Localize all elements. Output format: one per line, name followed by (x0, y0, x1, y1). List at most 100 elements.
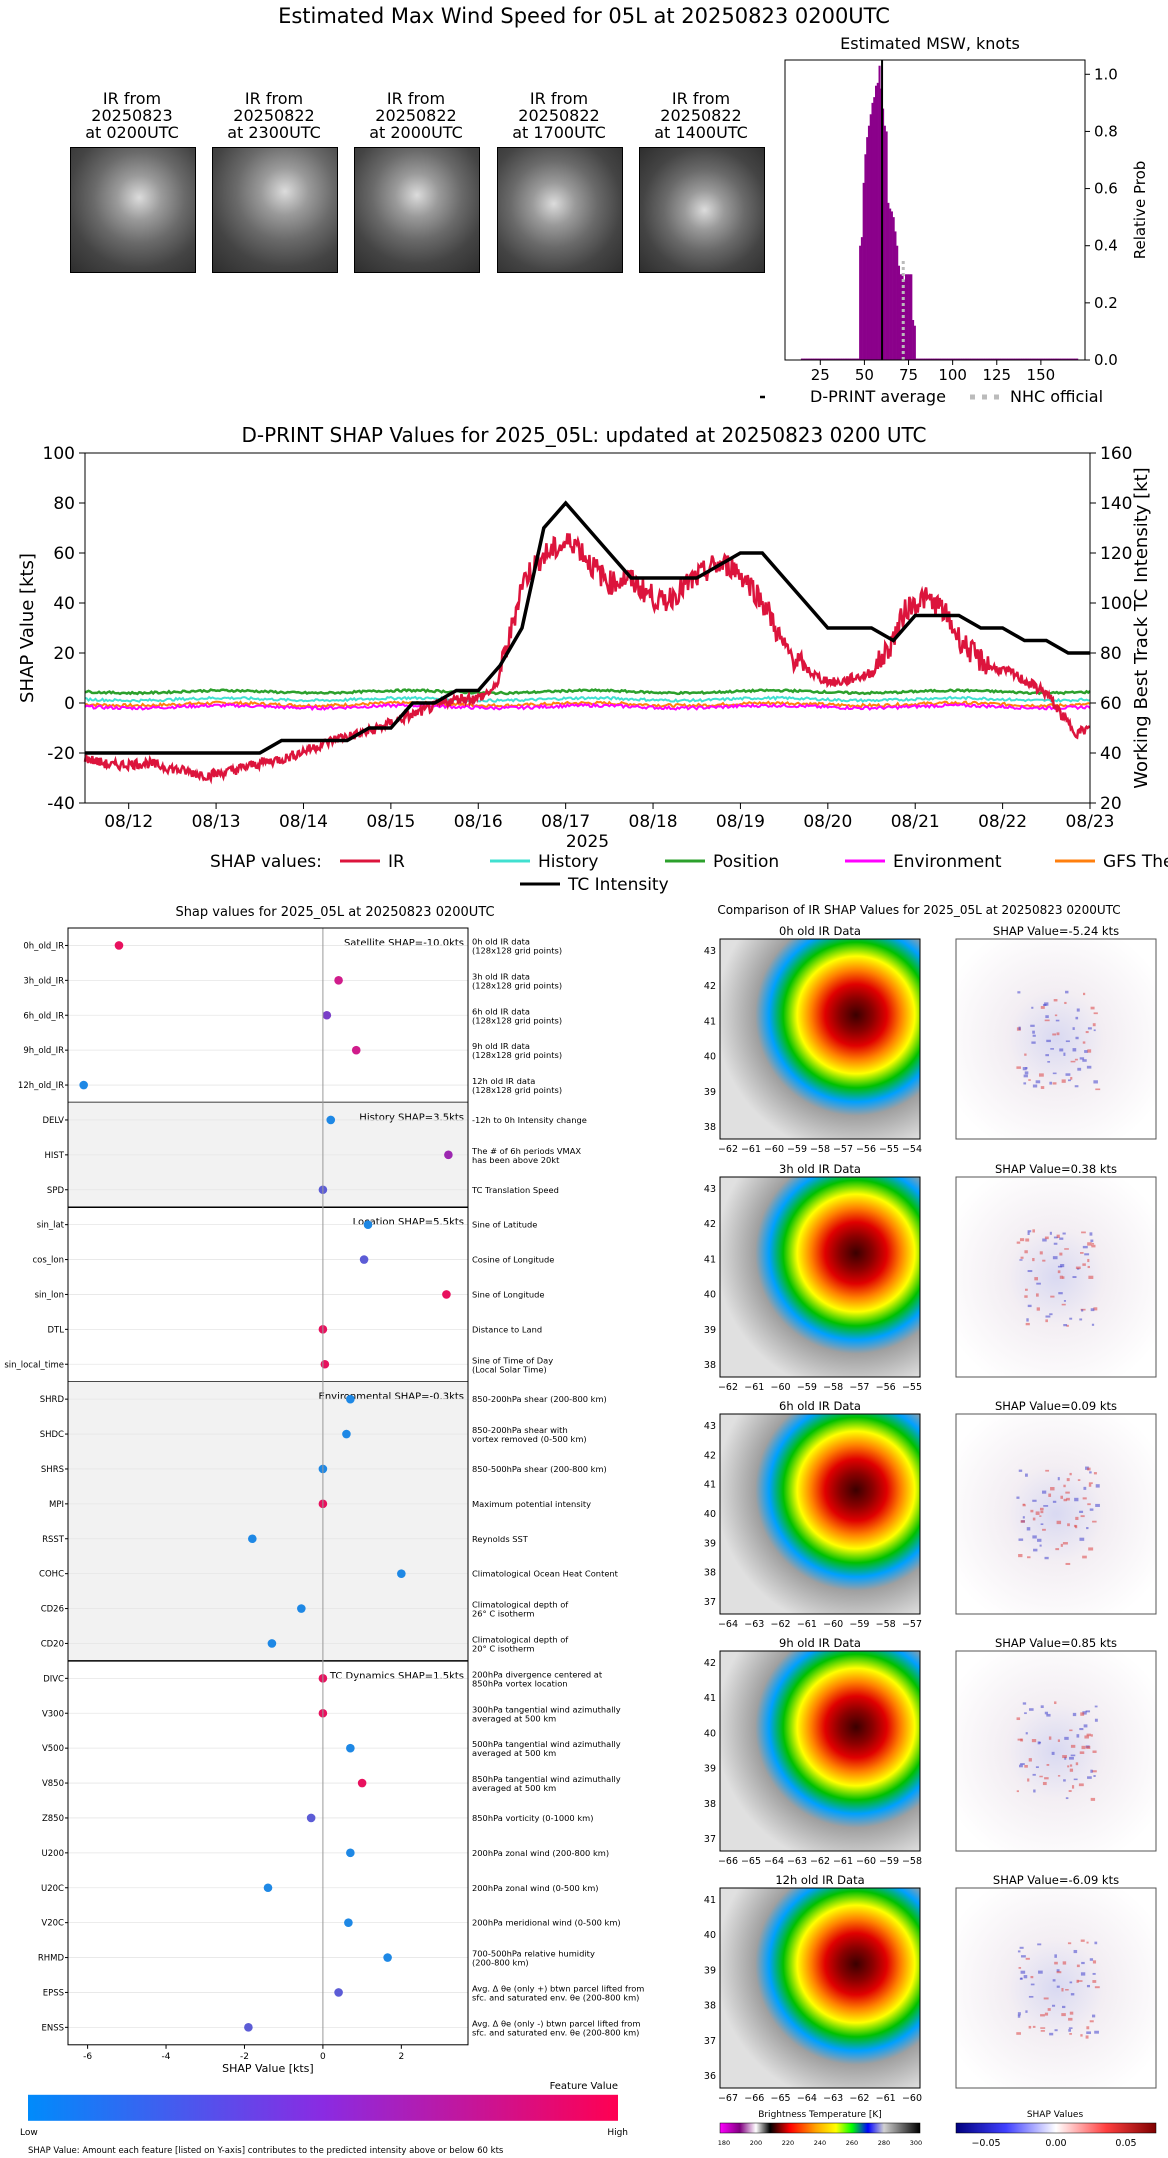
shap-speckle (1074, 1497, 1079, 1502)
feature-desc: 850hPa vorticity (0-1000 km) (472, 1813, 593, 1823)
feature-desc: 200hPa meridional wind (0-500 km) (472, 1918, 621, 1928)
x-axis-label: SHAP Value [kts] (222, 2062, 314, 2075)
shap-speckle (1060, 1543, 1063, 1547)
shap-speckle (1070, 1993, 1075, 1996)
shap-speckle (1081, 1745, 1086, 1750)
histogram-bar (1062, 358, 1065, 360)
shap-speckle (1090, 1308, 1095, 1312)
ir-y-tick-label: 37 (704, 1834, 716, 1845)
shap-speckle (1054, 2029, 1058, 2032)
shap-speckle (1024, 1295, 1028, 1298)
shap-speckle (1022, 1504, 1026, 1507)
shap-speckle (1044, 2012, 1049, 2016)
feature-desc: (128x128 grid points) (472, 1015, 562, 1025)
x-tick-label: 08/14 (279, 812, 328, 832)
ir-x-tick-label: −62 (718, 1382, 738, 1393)
shap-speckle (1017, 1950, 1021, 1953)
histogram-bar (1021, 358, 1024, 360)
shap-speckle (1056, 1234, 1060, 1238)
shap-speckle (1080, 2034, 1083, 2037)
shap-speckle (1018, 1026, 1021, 1031)
shap-speckle (1016, 1496, 1020, 1499)
ir-y-tick-label: 41 (704, 1693, 716, 1704)
histogram-bar (920, 358, 923, 360)
footnote: SHAP Value: Amount each feature [listed … (28, 2146, 504, 2155)
histogram-bar (1026, 358, 1029, 360)
histogram-bar (822, 358, 825, 360)
shap-speckle (1082, 1263, 1086, 1266)
shap-dot (114, 941, 124, 950)
feature-name: 9h_old_IR (23, 1046, 64, 1056)
shap-speckle (1095, 1503, 1100, 1507)
x-tick-label: 08/15 (366, 812, 415, 832)
shap-speckle (1085, 1031, 1089, 1034)
ir-thumbnail-image (212, 147, 338, 273)
ir-x-tick-label: −60 (856, 1856, 876, 1867)
shap-speckle (1082, 1041, 1086, 1044)
page-title: Estimated Max Wind Speed for 05L at 2025… (278, 4, 890, 28)
shap-speckle (1080, 1515, 1085, 1518)
ir-y-tick-label: 40 (704, 1930, 716, 1941)
ir-y-tick-label: 40 (704, 1052, 716, 1063)
feature-desc: 850hPa tangential wind azimuthally (472, 1774, 621, 1784)
ir-x-tick-label: −59 (787, 1144, 807, 1155)
ir-y-tick-label: 40 (704, 1509, 716, 1520)
feature-desc: 12h old IR data (472, 1076, 535, 1086)
histogram-bar (947, 358, 950, 360)
shap-speckle (1036, 1282, 1041, 1285)
shap-speckle (1065, 1562, 1071, 1565)
shap-speckle (1040, 2027, 1046, 2029)
shap-speckle (1042, 1528, 1046, 1531)
shap-speckle (1091, 2014, 1096, 2018)
shap-dot (344, 1918, 353, 1927)
histogram-bar (980, 358, 983, 360)
shap-speckle (1064, 1736, 1069, 1740)
ir-thumbnail-image (354, 147, 480, 273)
feature-desc: 500hPa tangential wind azimuthally (472, 1739, 621, 1749)
shap-speckle (1045, 1315, 1051, 1318)
shap-speckle (1073, 1524, 1077, 1528)
shap-speckle (1052, 1072, 1057, 1075)
ir-x-tick-label: −60 (823, 1619, 843, 1630)
shap-speckle (1070, 1754, 1076, 1757)
ir-y-tick-label: 38 (704, 1122, 716, 1133)
histogram-bar (825, 358, 828, 360)
histogram-bar (896, 245, 899, 360)
ir-panel-title: 12h old IR Data (775, 1873, 864, 1887)
shap-speckle (1048, 1493, 1052, 1497)
y-tick-label: 0.0 (1094, 351, 1118, 369)
shap-speckle (1040, 1510, 1044, 1514)
shap-speckle (1044, 1777, 1049, 1780)
shap-speckle (1065, 1989, 1069, 1991)
x-tick-label: 125 (982, 366, 1011, 384)
feature-desc: Climatological depth of (472, 1600, 569, 1610)
shap-speckle (1039, 1073, 1044, 1077)
history-line (84, 695, 1091, 704)
shap-speckle (1088, 1547, 1094, 1551)
histogram-bar (1070, 358, 1073, 360)
shap-speckle (1053, 1236, 1058, 1239)
shap-speckle (1065, 1040, 1070, 1043)
shap-speckle (1090, 1769, 1093, 1773)
shap-speckle (1066, 1478, 1070, 1482)
histogram-bar (1017, 358, 1021, 360)
shap-speckle (1086, 1745, 1091, 1749)
shap-speckle (1022, 1503, 1026, 1506)
shap-speckle (1032, 1499, 1037, 1502)
feature-desc: 9h old IR data (472, 1041, 530, 1051)
shap-dot (346, 1848, 355, 1858)
shap-speckle (1065, 1797, 1069, 1800)
shap-speckle (1031, 1739, 1037, 1743)
histogram-bar (1019, 358, 1022, 360)
feature-desc: 850-200hPa shear (200-800 km) (472, 1394, 607, 1404)
histogram-bar (1056, 358, 1059, 360)
shap-speckle (1089, 1232, 1093, 1236)
feature-name: DELV (42, 1116, 64, 1126)
histogram-bar (894, 231, 897, 360)
shap-speckle (1069, 1768, 1074, 1772)
shap-speckle (1094, 1705, 1098, 1708)
histogram-bar (940, 358, 943, 360)
shap-speckle (1093, 1029, 1096, 1032)
ir-x-tick-label: −64 (718, 1619, 738, 1630)
histogram-bar (834, 358, 837, 360)
